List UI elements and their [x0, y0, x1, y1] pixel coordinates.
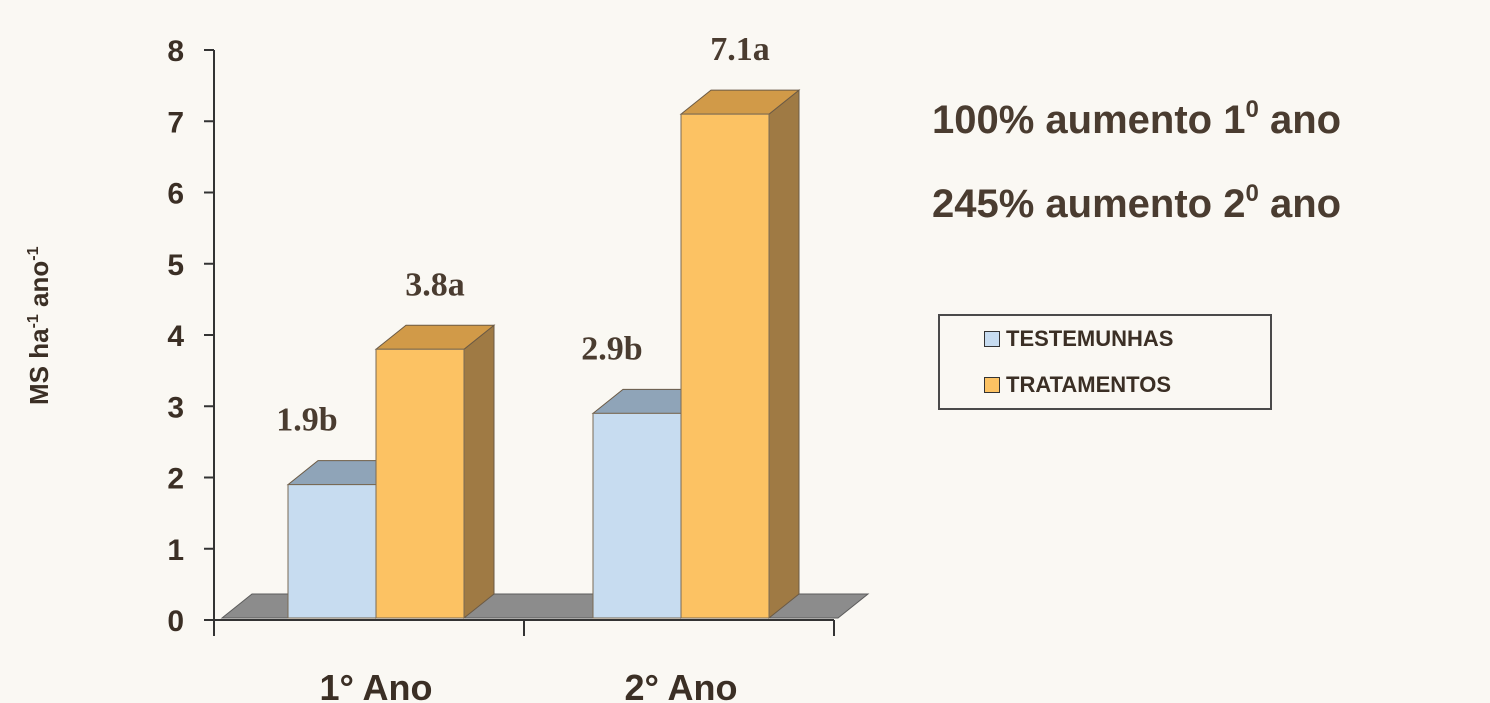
bar-tratamentos-2-side: [768, 89, 800, 620]
legend-item-tratamentos: TRATAMENTOS: [984, 372, 1171, 398]
increase-note-year-1: 100% aumento 10 ano: [932, 96, 1342, 143]
x-category-label-1: 1° Ano: [319, 667, 432, 703]
bar-testemunhas-2: [592, 412, 682, 619]
y-tick-label-5: 5: [167, 249, 184, 282]
x-category-label-2: 2° Ano: [624, 667, 737, 703]
legend: TESTEMUNHAS TRATAMENTOS: [938, 314, 1272, 410]
y-tick-label-3: 3: [167, 391, 184, 424]
bar-testemunhas-2-label: 2.9b: [581, 330, 642, 367]
legend-label-testemunhas: TESTEMUNHAS: [1006, 326, 1174, 351]
bar-testemunhas-1: [287, 484, 377, 619]
bar-tratamentos-1-label: 3.8a: [405, 266, 465, 303]
legend-swatch-tratamentos: [984, 377, 1000, 393]
bar-tratamentos-1: [375, 348, 465, 619]
y-tick-label-7: 7: [167, 106, 184, 139]
y-tick-label-2: 2: [167, 463, 184, 496]
legend-swatch-testemunhas: [984, 331, 1000, 347]
bar-testemunhas-1-label: 1.9b: [276, 402, 337, 439]
y-tick-label-1: 1: [167, 534, 184, 567]
bar-tratamentos-2: [680, 113, 770, 619]
bar-tratamentos-1-side: [463, 324, 495, 620]
legend-item-testemunhas: TESTEMUNHAS: [984, 326, 1173, 352]
legend-label-tratamentos: TRATAMENTOS: [1006, 372, 1171, 397]
bar-tratamentos-2-label: 7.1a: [710, 31, 770, 68]
y-tick-label-6: 6: [167, 178, 184, 211]
y-tick-label-8: 8: [167, 35, 184, 68]
increase-note-year-2: 245% aumento 20 ano: [932, 180, 1342, 227]
y-axis-label: MS ha-1 ano-1: [24, 246, 54, 405]
y-tick-label-0: 0: [167, 605, 184, 638]
y-tick-label-4: 4: [167, 320, 184, 353]
